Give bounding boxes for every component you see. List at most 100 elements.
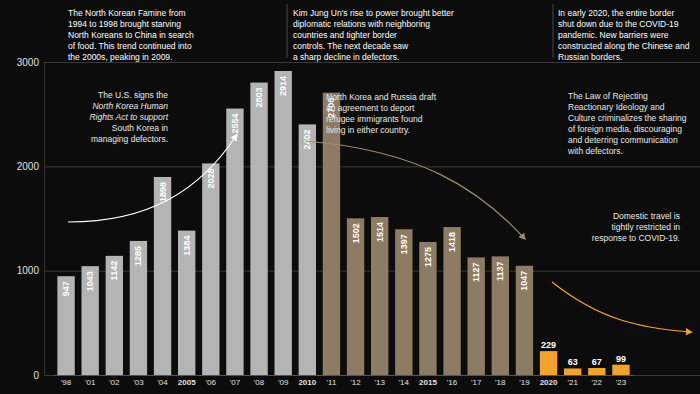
data-label: 2914	[278, 76, 288, 96]
x-tick: 2005	[178, 375, 196, 387]
x-tick: '17	[471, 375, 482, 387]
x-tick: '11	[327, 375, 337, 387]
x-tick: '13	[374, 375, 385, 387]
data-label: 1047	[519, 271, 529, 291]
x-axis: '98'01'02'03'042005'06'07'08'092010'11'1…	[55, 375, 634, 387]
x-tick: 2020	[540, 375, 558, 387]
x-tick: '12	[350, 375, 361, 387]
bar	[612, 365, 629, 375]
x-tick-label: '12	[350, 378, 361, 387]
annotation-line: Kim Jung Un's rise to power brought bett…	[293, 8, 454, 18]
annotation: The Law of RejectingReactionary Ideology…	[567, 91, 687, 156]
x-tick-label: '08	[254, 378, 265, 387]
grid-line	[44, 166, 700, 167]
bar	[178, 231, 195, 375]
bar	[250, 83, 267, 375]
x-tick-label: '03	[133, 378, 144, 387]
annotation-line: Culture criminalizes the sharing	[568, 113, 687, 123]
x-tick-label: '01	[85, 378, 96, 387]
y-tick-label: 2000	[17, 161, 40, 172]
x-tick: '08	[254, 375, 265, 387]
x-tick-label: '14	[399, 378, 410, 387]
data-label: 67	[592, 357, 602, 367]
data-label: 1043	[85, 271, 95, 291]
bar	[516, 266, 533, 375]
x-tick: '03	[133, 375, 144, 387]
x-tick-label: 2005	[178, 378, 196, 387]
annotation-line: South Korea in	[112, 123, 169, 133]
chart: 0100020003000'98'01'02'03'042005'06'07'0…	[0, 0, 700, 394]
y-tick: 2000	[17, 161, 700, 172]
background	[0, 0, 700, 394]
annotation-line: a sharp decline in defectors.	[293, 52, 399, 62]
arrow	[305, 141, 524, 238]
x-tick-label: '11	[327, 378, 337, 387]
x-tick-label: 2015	[419, 378, 437, 387]
x-tick: '98	[61, 375, 72, 387]
y-tick-label: 1000	[17, 265, 40, 276]
x-tick: '21	[567, 375, 578, 387]
data-label: 2554	[230, 114, 240, 134]
x-tick: '19	[519, 375, 530, 387]
x-tick-label: '06	[206, 378, 217, 387]
data-label: 2402	[302, 129, 312, 149]
bar	[106, 256, 123, 375]
annotation-line: pandemic. New barriers were	[558, 30, 669, 40]
bar	[395, 229, 412, 375]
x-tick-label: '04	[157, 378, 168, 387]
data-label: 1285	[133, 246, 143, 266]
annotation-line: with defectors.	[567, 146, 623, 156]
data-label: 2803	[254, 88, 264, 108]
bar	[468, 257, 485, 375]
x-tick-label: '13	[374, 378, 385, 387]
x-tick-label: '09	[278, 378, 289, 387]
y-axis: 0100020003000	[17, 57, 700, 381]
x-tick: '09	[278, 375, 289, 387]
arrow	[552, 282, 690, 332]
data-label: 1137	[495, 261, 505, 281]
data-label: 229	[541, 340, 556, 350]
y-axis-line	[45, 63, 700, 376]
annotation-line: North Korea and Russia draft	[326, 92, 437, 102]
x-tick-label: '19	[519, 378, 530, 387]
divider	[287, 4, 288, 58]
data-label: 1397	[399, 234, 409, 254]
x-tick: '04	[157, 375, 168, 387]
bar	[202, 163, 219, 375]
arrow	[68, 136, 236, 222]
data-label: 947	[61, 281, 71, 296]
bar	[57, 276, 74, 375]
bars	[57, 71, 629, 375]
bar	[347, 218, 364, 375]
annotation-line: In early 2020, the entire border	[558, 8, 674, 18]
bar	[588, 368, 605, 375]
x-tick: '06	[206, 375, 217, 387]
annotation-line: living in either country.	[326, 125, 410, 135]
x-tick-label: '21	[567, 378, 578, 387]
annotation-line: North Korea Human	[92, 101, 168, 111]
annotation-line: tightly restricted in	[612, 222, 681, 232]
data-label: 99	[616, 354, 626, 364]
data-label: 1418	[447, 232, 457, 252]
y-tick-label: 0	[33, 370, 39, 381]
annotation-line: of foreign media, discouraging	[568, 124, 682, 134]
x-tick: '23	[616, 375, 627, 387]
x-tick: '01	[85, 375, 96, 387]
annotation-line: Russian borders.	[558, 52, 622, 62]
x-tick-label: 2010	[298, 378, 316, 387]
annotation-line: 1994 to 1998 brought starving	[68, 19, 181, 29]
bar	[130, 241, 147, 375]
data-label: 1514	[375, 222, 385, 242]
annotation-line: Reactionary Ideology and	[568, 102, 665, 112]
annotation: Domestic travel istightly restricted inr…	[592, 211, 681, 243]
x-tick-label: '22	[592, 378, 603, 387]
data-label: 1142	[109, 261, 119, 281]
x-tick-label: 2020	[540, 378, 558, 387]
annotation-line: The North Korean Famine from	[68, 8, 186, 18]
divider	[553, 4, 554, 58]
x-tick-label: '07	[230, 378, 241, 387]
annotation-line: countries and tighter border	[293, 30, 397, 40]
bar	[419, 242, 436, 375]
annotation-line: diplomatic relations with neighboring	[293, 19, 430, 29]
annotation-line: response to COVID-19.	[592, 233, 680, 243]
